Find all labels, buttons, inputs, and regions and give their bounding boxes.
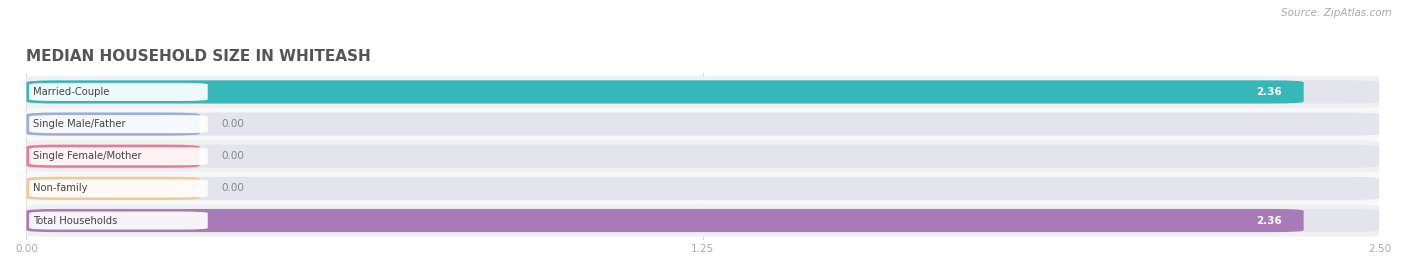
FancyBboxPatch shape: [27, 80, 1303, 104]
Text: 0.00: 0.00: [221, 183, 245, 193]
FancyBboxPatch shape: [27, 209, 1303, 232]
FancyBboxPatch shape: [27, 76, 1379, 108]
Text: Total Households: Total Households: [32, 215, 117, 225]
FancyBboxPatch shape: [30, 147, 208, 165]
Text: Married-Couple: Married-Couple: [32, 87, 110, 97]
FancyBboxPatch shape: [30, 115, 208, 133]
Text: Source: ZipAtlas.com: Source: ZipAtlas.com: [1281, 8, 1392, 18]
FancyBboxPatch shape: [27, 108, 1379, 140]
FancyBboxPatch shape: [27, 80, 1379, 104]
Text: 0.00: 0.00: [221, 151, 245, 161]
FancyBboxPatch shape: [27, 145, 1379, 168]
FancyBboxPatch shape: [27, 177, 1379, 200]
FancyBboxPatch shape: [27, 177, 200, 200]
Text: Single Male/Father: Single Male/Father: [32, 119, 125, 129]
Text: 2.36: 2.36: [1257, 215, 1282, 225]
Text: Non-family: Non-family: [32, 183, 87, 193]
Text: Single Female/Mother: Single Female/Mother: [32, 151, 142, 161]
FancyBboxPatch shape: [27, 140, 1379, 172]
FancyBboxPatch shape: [30, 179, 208, 197]
Text: 2.36: 2.36: [1257, 87, 1282, 97]
FancyBboxPatch shape: [27, 145, 200, 168]
FancyBboxPatch shape: [27, 204, 1379, 237]
FancyBboxPatch shape: [30, 83, 208, 101]
FancyBboxPatch shape: [27, 112, 1379, 136]
FancyBboxPatch shape: [27, 209, 1379, 232]
FancyBboxPatch shape: [27, 112, 200, 136]
Text: 0.00: 0.00: [221, 119, 245, 129]
FancyBboxPatch shape: [27, 172, 1379, 204]
Text: MEDIAN HOUSEHOLD SIZE IN WHITEASH: MEDIAN HOUSEHOLD SIZE IN WHITEASH: [27, 49, 371, 64]
FancyBboxPatch shape: [30, 211, 208, 229]
